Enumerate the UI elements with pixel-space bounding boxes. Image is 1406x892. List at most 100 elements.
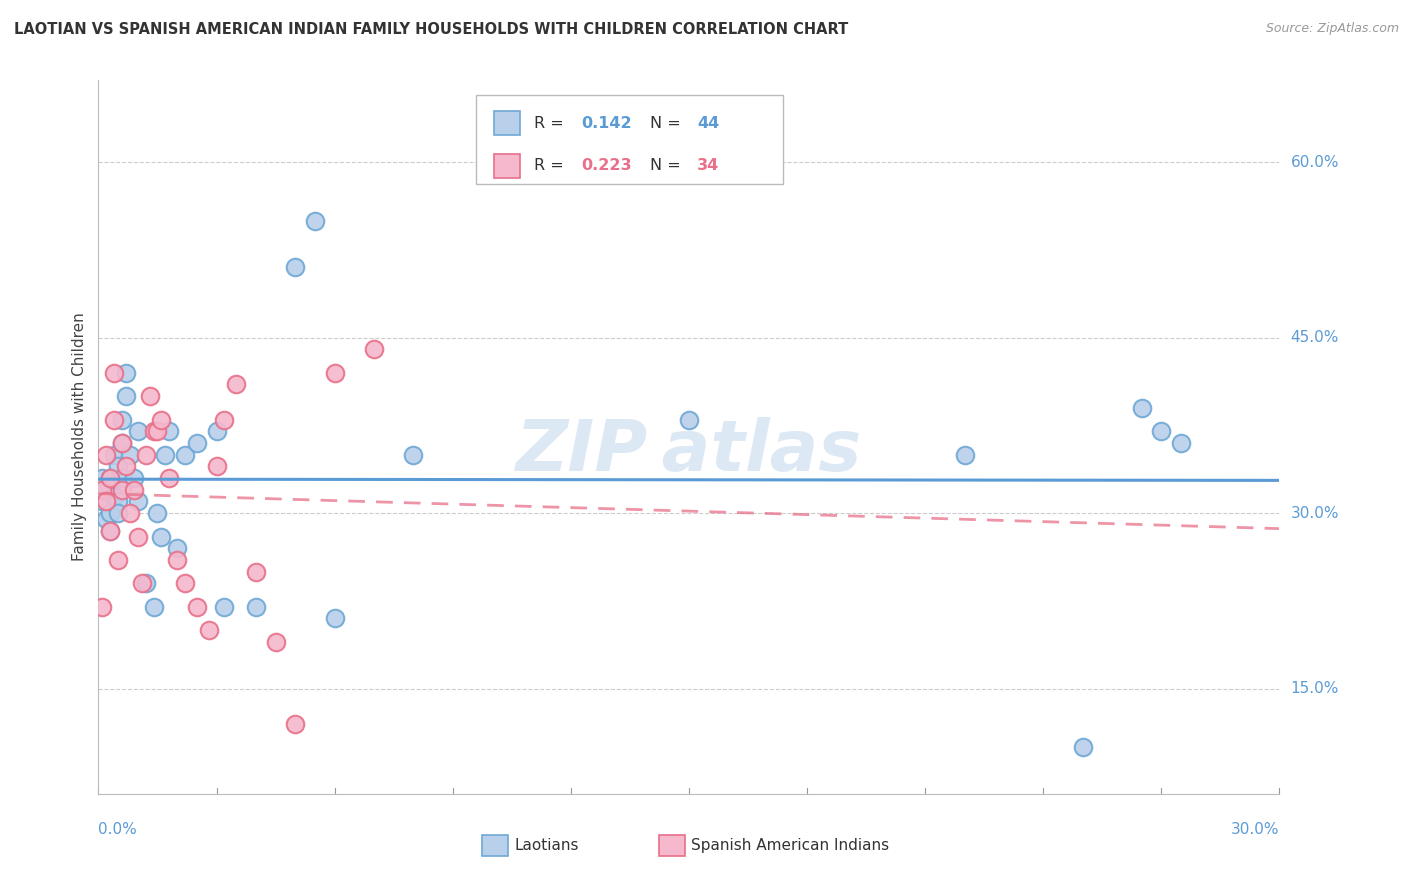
Point: [953, 448, 976, 462]
Point: [127, 494, 149, 508]
Text: 60.0%: 60.0%: [1291, 154, 1339, 169]
Point: [107, 459, 129, 474]
Point: [111, 483, 134, 497]
Text: 15.0%: 15.0%: [1291, 681, 1339, 696]
Point: [150, 412, 173, 426]
Point: [1150, 424, 1173, 438]
Point: [98, 471, 121, 485]
Y-axis label: Family Households with Children: Family Households with Children: [72, 313, 87, 561]
Text: 30.0%: 30.0%: [1291, 506, 1339, 521]
Point: [98, 506, 121, 520]
Point: [157, 424, 180, 438]
Point: [111, 436, 134, 450]
Point: [98, 524, 121, 538]
Point: [186, 436, 208, 450]
FancyBboxPatch shape: [477, 95, 783, 184]
Point: [103, 489, 125, 503]
Point: [157, 471, 180, 485]
Point: [122, 471, 145, 485]
Text: Spanish American Indians: Spanish American Indians: [692, 838, 890, 853]
Point: [107, 494, 129, 508]
Point: [1130, 401, 1153, 415]
Point: [127, 424, 149, 438]
Point: [103, 366, 125, 380]
Point: [174, 448, 197, 462]
Point: [96, 483, 118, 497]
Point: [264, 635, 287, 649]
Bar: [659, 835, 685, 856]
Text: 45.0%: 45.0%: [1291, 330, 1339, 345]
Point: [107, 553, 129, 567]
Point: [107, 506, 129, 520]
Point: [323, 366, 346, 380]
Text: R =: R =: [534, 116, 569, 130]
Point: [323, 611, 346, 625]
Point: [115, 459, 138, 474]
Point: [103, 412, 125, 426]
Text: Source: ZipAtlas.com: Source: ZipAtlas.com: [1265, 22, 1399, 36]
Point: [118, 506, 141, 520]
Point: [205, 424, 228, 438]
Point: [122, 483, 145, 497]
Text: N =: N =: [650, 159, 686, 173]
Point: [166, 541, 188, 556]
Point: [284, 260, 307, 275]
Point: [174, 576, 197, 591]
Point: [98, 471, 121, 485]
Point: [402, 448, 425, 462]
Point: [186, 599, 208, 614]
Text: LAOTIAN VS SPANISH AMERICAN INDIAN FAMILY HOUSEHOLDS WITH CHILDREN CORRELATION C: LAOTIAN VS SPANISH AMERICAN INDIAN FAMIL…: [14, 22, 848, 37]
Bar: [482, 835, 508, 856]
Point: [1170, 436, 1192, 450]
Point: [146, 424, 169, 438]
Point: [166, 553, 188, 567]
Point: [150, 529, 173, 543]
Point: [678, 412, 700, 426]
Point: [118, 448, 141, 462]
Point: [138, 389, 160, 403]
Point: [115, 389, 138, 403]
Point: [363, 343, 385, 357]
Text: R =: R =: [534, 159, 569, 173]
Point: [115, 366, 138, 380]
Point: [146, 506, 169, 520]
Point: [155, 448, 177, 462]
Point: [284, 716, 307, 731]
Point: [131, 576, 153, 591]
Text: 0.142: 0.142: [582, 116, 633, 130]
Point: [98, 524, 121, 538]
Point: [214, 412, 236, 426]
Point: [111, 412, 134, 426]
Point: [103, 448, 125, 462]
Point: [91, 483, 114, 497]
Point: [142, 599, 165, 614]
Point: [111, 471, 134, 485]
Point: [197, 623, 219, 637]
Point: [91, 599, 114, 614]
Text: Laotians: Laotians: [515, 838, 579, 853]
Point: [96, 512, 118, 526]
Point: [135, 448, 157, 462]
Point: [1071, 740, 1094, 755]
Text: 34: 34: [697, 159, 720, 173]
Point: [96, 448, 118, 462]
Point: [96, 494, 118, 508]
Bar: [494, 153, 520, 178]
Text: 44: 44: [697, 116, 720, 130]
Point: [304, 213, 326, 227]
Point: [214, 599, 236, 614]
Text: 0.0%: 0.0%: [98, 822, 138, 837]
Point: [135, 576, 157, 591]
Point: [103, 489, 125, 503]
Point: [91, 494, 114, 508]
Point: [111, 436, 134, 450]
Point: [205, 459, 228, 474]
Point: [245, 565, 267, 579]
Point: [142, 424, 165, 438]
Text: N =: N =: [650, 116, 686, 130]
Point: [127, 529, 149, 543]
Text: ZIP atlas: ZIP atlas: [516, 417, 862, 486]
Text: 0.223: 0.223: [582, 159, 633, 173]
Text: 30.0%: 30.0%: [1232, 822, 1279, 837]
Point: [225, 377, 247, 392]
